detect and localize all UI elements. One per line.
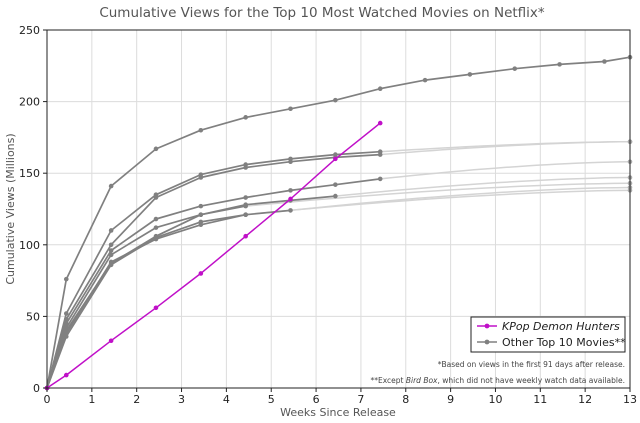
- data-point-kpop: [108, 338, 114, 344]
- x-tick-label: 13: [623, 393, 637, 406]
- extrapolated-line: [335, 176, 631, 197]
- data-point-other: [198, 219, 204, 225]
- legend-label-other: Other Top 10 Movies**: [502, 336, 626, 349]
- extrapolated-line: [380, 140, 631, 156]
- data-point-other: [333, 182, 338, 187]
- data-point-other: [153, 195, 159, 200]
- legend-marker-other: [484, 339, 490, 345]
- x-tick-label: 8: [402, 393, 409, 406]
- data-point-other: [108, 248, 114, 253]
- data-point-other: [243, 203, 248, 209]
- data-point-other: [377, 86, 383, 92]
- data-point-other: [63, 276, 69, 282]
- data-point-other: [467, 72, 473, 77]
- data-point-other: [557, 62, 562, 67]
- data-point-other: [377, 152, 383, 157]
- x-tick-label: 1: [88, 393, 95, 406]
- x-tick-label: 10: [488, 393, 502, 406]
- x-tick-label: 11: [533, 393, 547, 406]
- data-point-other: [153, 225, 159, 230]
- data-point-other: [243, 195, 248, 200]
- x-tick-label: 4: [223, 393, 230, 406]
- y-tick-label: 150: [19, 167, 40, 180]
- x-tick-label: 6: [313, 393, 320, 406]
- series-line-other-movie: [46, 213, 246, 389]
- data-point-other: [288, 159, 293, 165]
- legend-box: [470, 316, 626, 353]
- data-point-other: [153, 146, 159, 152]
- data-point-other: [198, 175, 204, 180]
- extrapolated-lines: [245, 139, 633, 216]
- series-lines: [44, 54, 633, 391]
- data-point-other: [198, 212, 204, 218]
- footnote-2: **Except Bird Box, which did not have we…: [370, 376, 625, 385]
- x-tick-label: 0: [44, 393, 51, 406]
- legend: KPop Demon Hunters Other Top 10 Movies**: [470, 316, 626, 353]
- series-line-other-movie: [46, 153, 381, 389]
- data-point-other: [512, 66, 518, 71]
- data-point-kpop: [243, 233, 248, 239]
- data-point-other: [288, 208, 293, 213]
- data-point-other: [153, 235, 159, 240]
- data-point-other: [243, 212, 248, 218]
- data-point-other: [63, 334, 69, 339]
- y-axis-label: Cumulative Views (Millions): [4, 133, 17, 284]
- legend-label-kpop: KPop Demon Hunters: [502, 320, 620, 333]
- extrapolated-line: [245, 182, 631, 207]
- y-tick-label: 250: [19, 24, 40, 37]
- data-point-kpop: [288, 196, 293, 202]
- data-point-other: [422, 77, 428, 83]
- x-tick-label: 9: [447, 393, 454, 406]
- data-point-other: [108, 262, 114, 268]
- x-tick-label: 12: [578, 393, 592, 406]
- data-point-other: [333, 193, 338, 199]
- data-point-other: [243, 115, 248, 120]
- data-point-other: [108, 183, 114, 189]
- series-line-other-movie: [46, 195, 336, 389]
- data-point-other: [602, 59, 607, 64]
- data-point-other: [108, 252, 114, 258]
- footnote-1: *Based on views in the first 91 days aft…: [438, 360, 625, 369]
- legend-marker-kpop: [484, 323, 490, 329]
- data-point-other: [63, 311, 69, 316]
- data-point-kpop: [333, 156, 338, 162]
- data-point-other: [377, 176, 383, 182]
- extrapolated-line: [380, 140, 631, 153]
- chart-title: Cumulative Views for the Top 10 Most Wat…: [99, 5, 545, 21]
- x-tick-label: 5: [268, 393, 275, 406]
- data-point-kpop: [63, 372, 69, 378]
- y-tick-label: 0: [33, 382, 40, 395]
- data-point-other: [108, 228, 114, 233]
- data-point-other: [333, 97, 338, 103]
- y-tick-label: 200: [19, 96, 40, 109]
- extrapolated-line: [245, 189, 631, 216]
- data-point-other: [243, 165, 248, 170]
- data-point-other: [288, 106, 293, 112]
- x-tick-label: 3: [178, 393, 185, 406]
- data-point-other: [153, 216, 159, 222]
- x-tick-label: 7: [357, 393, 364, 406]
- extrapolated-line: [380, 160, 631, 180]
- data-point-kpop: [153, 305, 159, 311]
- plot-frame: [46, 29, 631, 389]
- y-tick-label: 50: [26, 310, 40, 323]
- data-point-kpop: [198, 271, 204, 276]
- y-tick-label: 100: [19, 239, 40, 252]
- data-point-other: [108, 242, 114, 248]
- data-point-other: [198, 203, 204, 209]
- data-point-other: [288, 188, 293, 193]
- data-point-kpop: [377, 120, 383, 126]
- x-axis-label: Weeks Since Release: [280, 406, 396, 419]
- data-point-other: [198, 127, 204, 133]
- x-tick-label: 2: [133, 393, 140, 406]
